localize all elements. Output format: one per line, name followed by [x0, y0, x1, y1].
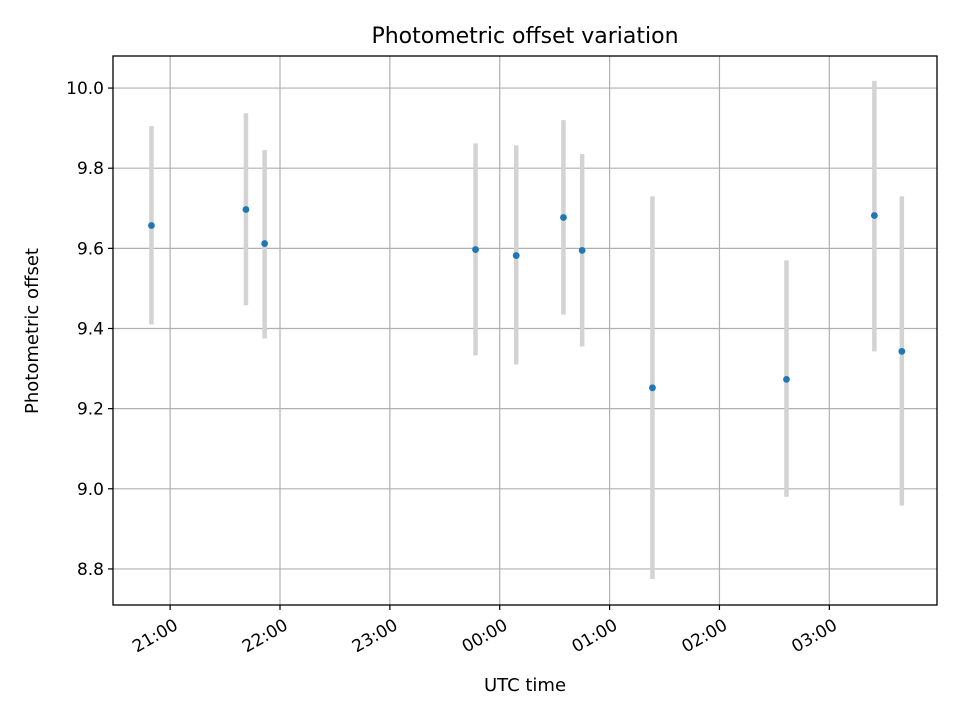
- data-point: [870, 212, 878, 219]
- x-tick-label: 01:00: [569, 615, 621, 657]
- data-point: [242, 206, 250, 213]
- data-point: [512, 252, 520, 259]
- y-tick-label: 9.4: [77, 319, 104, 339]
- x-tick-label: 03:00: [788, 615, 840, 657]
- y-tick-label: 9.6: [77, 239, 104, 259]
- data-points: [148, 206, 906, 392]
- error-bars: [149, 80, 905, 579]
- x-axis-label: UTC time: [484, 675, 566, 696]
- plot-area-frame: [112, 55, 938, 606]
- data-point: [783, 375, 790, 383]
- x-tick-label: 23:00: [349, 615, 401, 657]
- y-tick-label: 9.0: [77, 480, 104, 500]
- y-tick-label: 8.8: [77, 560, 104, 580]
- grid-lines: [113, 56, 937, 605]
- x-tick-label: 21:00: [129, 615, 181, 657]
- axis-ticks: 21:00 22:00 23:00 00:00 01:00 02:00 03:00 8.8 9.…: [66, 79, 841, 657]
- data-point: [148, 222, 155, 229]
- chart-title: Photometric offset variation: [371, 24, 678, 49]
- y-tick-label: 9.2: [77, 400, 104, 420]
- y-tick-label: 10.0: [66, 79, 104, 99]
- x-tick-label: 02:00: [679, 615, 731, 657]
- data-point: [472, 246, 479, 253]
- data-point: [898, 347, 906, 355]
- x-tick-label: 22:00: [239, 615, 291, 657]
- data-point: [578, 246, 586, 254]
- data-point: [261, 240, 269, 247]
- y-axis-label: Photometric offset: [22, 248, 43, 414]
- data-point: [560, 214, 567, 221]
- data-point: [649, 384, 656, 392]
- x-tick-label: 00:00: [459, 615, 511, 657]
- y-tick-label: 9.8: [77, 159, 104, 179]
